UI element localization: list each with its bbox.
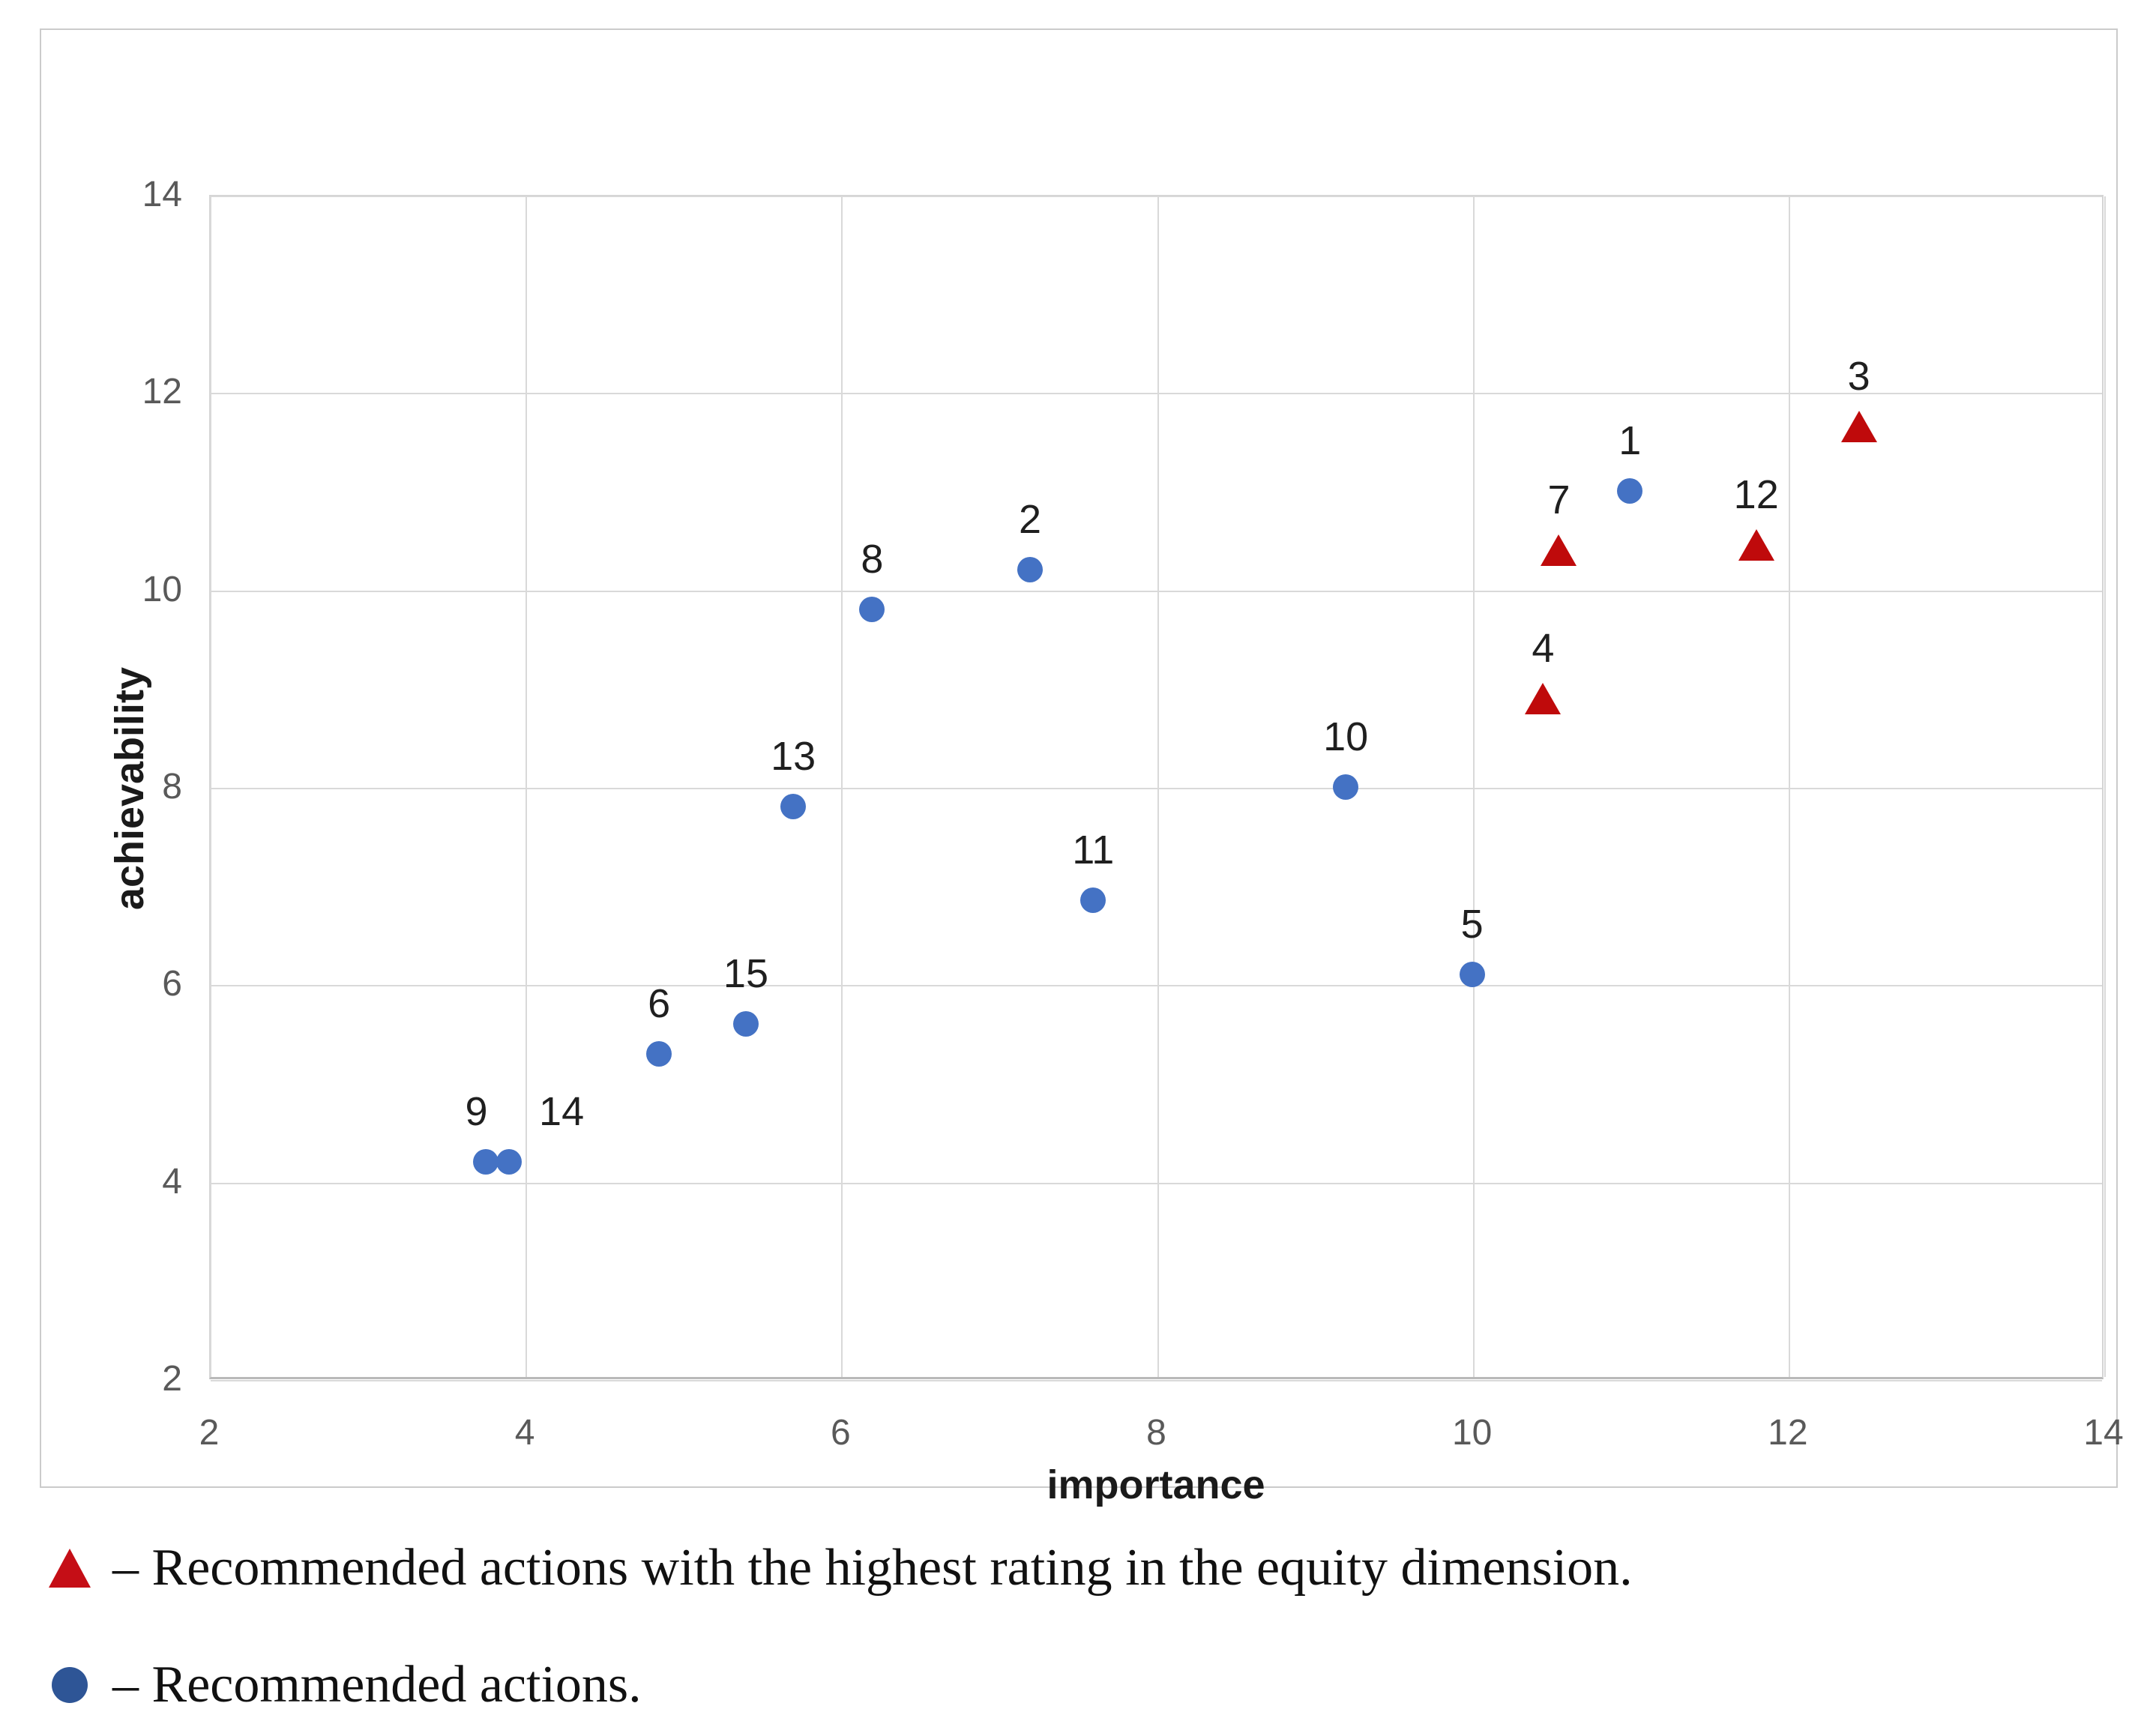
x-tick-label: 14	[2083, 1413, 2124, 1453]
point-label-5: 5	[1460, 902, 1484, 947]
data-point-circle-11	[1080, 887, 1106, 914]
x-tick-label: 12	[1768, 1413, 1808, 1453]
gridline-vertical	[210, 196, 211, 1377]
y-tick-label: 2	[162, 1359, 182, 1399]
data-point-circle-10	[1333, 774, 1359, 800]
gridline-horizontal	[211, 196, 2102, 197]
chart-box: 2 4 6 8 10 12 14 2 4 6 8 10 12 14 1 2 5 6 8 9 10 11 13 14 15 3 4 7 1…	[40, 28, 2124, 1507]
point-label-11: 11	[1072, 828, 1115, 873]
point-label-14: 14	[539, 1089, 585, 1135]
gridline-horizontal	[211, 590, 2102, 592]
triangle-marker-icon	[49, 1549, 91, 1588]
gridline-horizontal	[211, 1380, 2102, 1381]
point-label-2: 2	[1019, 497, 1042, 543]
y-tick-label: 8	[162, 767, 182, 807]
data-point-triangle-4	[1525, 682, 1562, 714]
gridline-horizontal	[211, 1182, 2102, 1184]
point-label-13: 13	[771, 734, 816, 780]
legend-row-circle: – Recommended actions.	[45, 1652, 642, 1718]
point-label-1: 1	[1618, 418, 1642, 463]
point-label-7: 7	[1547, 477, 1571, 522]
point-label-3: 3	[1847, 354, 1870, 400]
x-tick-label: 4	[514, 1413, 535, 1453]
point-label-10: 10	[1323, 714, 1369, 759]
legend-label: – Recommended actions with the highest r…	[112, 1539, 1633, 1597]
data-point-triangle-7	[1541, 534, 1577, 566]
data-point-triangle-12	[1738, 529, 1774, 561]
data-point-circle-5	[1459, 962, 1485, 988]
data-point-circle-9	[472, 1149, 499, 1175]
data-point-circle-1	[1617, 478, 1643, 504]
gridline-vertical	[1788, 196, 1790, 1377]
y-tick-label: 14	[142, 175, 182, 214]
circle-marker-icon	[52, 1667, 88, 1703]
legend-row-triangle: – Recommended actions with the highest r…	[45, 1535, 1633, 1601]
gridline-vertical	[1472, 196, 1475, 1377]
x-tick-label: 8	[1146, 1413, 1166, 1453]
point-label-12: 12	[1733, 472, 1779, 518]
data-point-circle-6	[646, 1040, 672, 1067]
gridline-horizontal	[211, 393, 2102, 395]
data-point-circle-15	[732, 1011, 759, 1037]
data-point-circle-2	[1017, 557, 1044, 583]
y-tick-label: 6	[162, 964, 182, 1004]
x-axis-title: importance	[1047, 1462, 1265, 1507]
gridline-vertical	[526, 196, 528, 1377]
data-point-circle-13	[780, 794, 807, 820]
x-tick-label: 2	[199, 1413, 220, 1453]
point-label-9: 9	[465, 1089, 488, 1135]
gridline-vertical	[841, 196, 843, 1377]
gridline-horizontal	[211, 985, 2102, 987]
y-tick-label: 10	[142, 569, 182, 609]
plot-area	[209, 195, 2106, 1381]
y-tick-label: 12	[142, 372, 182, 412]
y-axis-title: achievability	[107, 666, 152, 911]
point-label-6: 6	[648, 980, 671, 1026]
legend-label: – Recommended actions.	[112, 1656, 642, 1714]
data-point-triangle-3	[1840, 411, 1877, 443]
x-tick-label: 10	[1451, 1413, 1493, 1453]
point-label-15: 15	[723, 951, 768, 996]
x-tick-label: 6	[830, 1413, 851, 1453]
gridline-vertical	[1157, 196, 1159, 1377]
legend-marker-cell	[45, 1549, 94, 1588]
data-point-circle-8	[859, 597, 885, 622]
legend-marker-cell	[45, 1667, 94, 1703]
gridline-horizontal	[211, 788, 2102, 789]
point-label-8: 8	[861, 537, 884, 582]
gridline-vertical	[2104, 196, 2106, 1377]
data-point-circle-14	[496, 1149, 523, 1175]
y-tick-label: 4	[162, 1161, 182, 1202]
point-label-4: 4	[1532, 625, 1555, 671]
